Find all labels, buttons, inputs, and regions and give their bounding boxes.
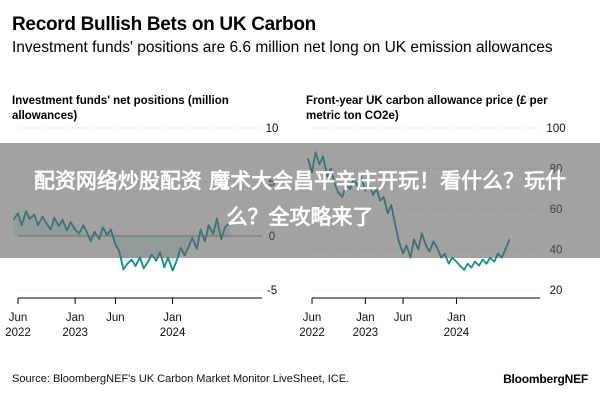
chart2-x-tick-label: Jun	[394, 312, 413, 324]
chart2-x-tick-year: 2024	[444, 327, 470, 339]
price-chart-title: Front-year UK carbon allowance price (£ …	[306, 95, 548, 122]
overlay-banner: 配资网络炒股配资 魔术大会昌平辛庄开玩！看什么？玩什么？全攻略来了	[0, 143, 600, 258]
source-note: Source: BloombergNEF's UK Carbon Market …	[12, 373, 350, 385]
chart2-x-tick-label: Jan	[447, 312, 466, 324]
chart1-y-tick-label: -5	[267, 285, 277, 297]
chart2-y-tick-label: 20	[550, 285, 563, 297]
brand-logo: BloombergNEF	[503, 372, 588, 386]
positions-chart-title: Investment funds' net positions (million…	[12, 95, 229, 122]
overlay-banner-text: 配资网络炒股配资 魔术大会昌平辛庄开玩！看什么？玩什么？全攻略来了	[33, 169, 567, 229]
chart1-x-tick-label: Jan	[163, 312, 182, 324]
chart1-x-tick-label: Jun	[9, 312, 28, 324]
chart2-x-tick-label: Jan	[356, 312, 375, 324]
chart1-x-tick-label: Jun	[106, 312, 125, 324]
headline: Record Bullish Bets on UK Carbon	[12, 14, 316, 35]
chart1-x-tick-year: 2022	[5, 327, 31, 339]
chart2-y-tick-label: 100	[546, 123, 565, 135]
chart2-x-tick-year: 2023	[353, 327, 379, 339]
chart1-x-tick-year: 2024	[160, 327, 186, 339]
chart1-y-tick-label: 10	[266, 123, 279, 135]
chart2-x-tick-year: 2022	[299, 327, 325, 339]
chart2-x-tick-label: Jun	[303, 312, 322, 324]
chart1-x-tick-label: Jan	[66, 312, 85, 324]
chart1-x-tick-year: 2023	[62, 327, 88, 339]
subhead: Investment funds' positions are 6.6 mill…	[12, 39, 553, 56]
